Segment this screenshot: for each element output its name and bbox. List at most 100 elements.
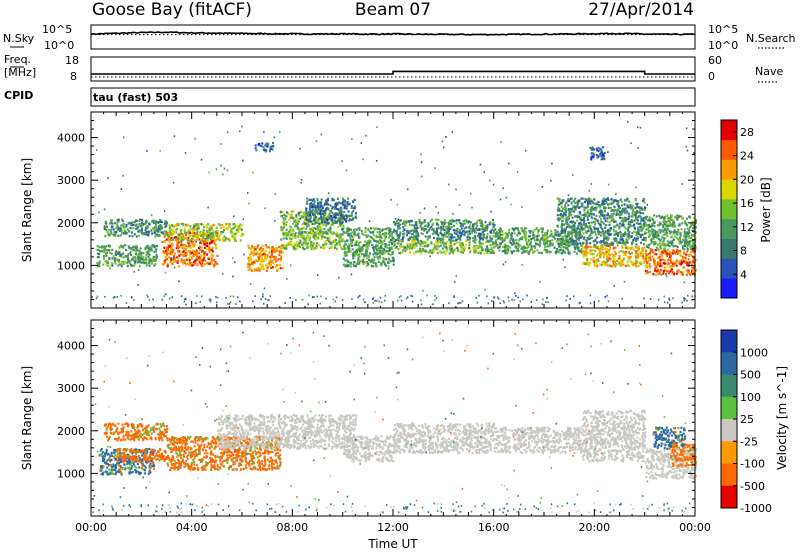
heat-cell xyxy=(181,253,184,257)
heat-cell xyxy=(281,227,284,230)
heat-cell xyxy=(222,226,225,229)
heat-cell xyxy=(570,214,572,217)
heat-cell xyxy=(314,206,317,209)
heat-cell xyxy=(335,231,338,234)
heat-cell xyxy=(322,213,324,216)
heat-cell xyxy=(148,249,151,253)
heat-cell xyxy=(148,264,151,267)
heat-cell xyxy=(258,257,260,260)
heat-cell xyxy=(578,206,581,209)
heat-cell xyxy=(666,265,669,268)
heat-cell xyxy=(329,228,332,231)
heat-cell xyxy=(335,207,338,210)
heat-cell xyxy=(207,223,210,226)
heat-cell xyxy=(462,243,465,246)
nave-label: Nave xyxy=(755,65,783,78)
heat-cell xyxy=(624,220,627,223)
heat-cell xyxy=(276,269,279,272)
heat-cell xyxy=(172,260,175,263)
beam-title: Beam 07 xyxy=(355,0,431,20)
heat-cell xyxy=(596,253,599,256)
heat-cell xyxy=(136,261,139,264)
heat-cell xyxy=(347,232,350,235)
heat-cell xyxy=(511,252,514,255)
heat-cell xyxy=(287,235,290,238)
heat-cell xyxy=(285,234,288,237)
heat-cell xyxy=(639,235,642,239)
heat-cell xyxy=(575,237,578,240)
heat-cell xyxy=(437,245,440,248)
heat-cell xyxy=(637,237,639,240)
heat-cell xyxy=(305,216,307,219)
heat-cell xyxy=(633,223,636,226)
heat-cell xyxy=(319,204,322,207)
heat-cell xyxy=(270,253,273,256)
heat-cell xyxy=(577,215,580,219)
heat-cell xyxy=(379,241,382,244)
heat-cell xyxy=(340,211,343,214)
heat-cell xyxy=(437,236,440,240)
heat-cell xyxy=(224,238,227,241)
heat-cell xyxy=(104,246,107,249)
heat-cell xyxy=(209,233,212,236)
heat-cell xyxy=(580,202,583,205)
heat-cell xyxy=(450,250,453,253)
heat-cell xyxy=(185,231,188,235)
heat-cell xyxy=(272,248,275,251)
heat-cell xyxy=(350,218,353,221)
heat-cell xyxy=(168,232,171,235)
heat-cell xyxy=(480,221,483,224)
heat-cell xyxy=(461,242,464,245)
heat-cell xyxy=(109,251,112,254)
heat-cell xyxy=(176,261,179,264)
heat-cell xyxy=(611,243,614,246)
heat-cell xyxy=(642,217,645,220)
heat-cell xyxy=(316,242,318,245)
cpid-panel: tau (fast) 503 xyxy=(90,87,696,107)
heat-cell xyxy=(356,253,359,256)
heat-cell xyxy=(103,248,106,251)
heat-cell xyxy=(313,223,316,226)
heat-cell xyxy=(324,231,327,234)
heat-cell xyxy=(306,214,309,217)
heat-cell xyxy=(171,253,174,256)
heat-cell xyxy=(359,241,362,244)
heat-cell xyxy=(588,214,591,217)
heat-cell xyxy=(671,271,674,274)
heat-cell xyxy=(622,251,625,254)
heat-cell xyxy=(562,207,565,210)
heat-cell xyxy=(198,246,200,250)
heat-cell xyxy=(622,217,625,220)
heat-cell xyxy=(544,245,547,248)
heat-cell xyxy=(620,213,623,216)
heat-cell xyxy=(444,233,447,236)
heat-cell xyxy=(339,224,342,227)
heat-cell xyxy=(415,234,418,237)
heat-cell xyxy=(356,250,358,253)
heat-cell xyxy=(118,263,121,266)
heat-cell xyxy=(272,262,275,265)
heat-cell xyxy=(552,235,555,238)
heat-cell xyxy=(287,241,290,245)
heat-cell xyxy=(194,253,197,256)
heat-cell xyxy=(573,246,576,249)
heat-cell xyxy=(561,238,564,241)
heat-cell xyxy=(661,255,663,258)
heat-cell xyxy=(626,261,629,264)
heat-cell xyxy=(195,249,198,252)
heat-cell xyxy=(322,243,325,247)
heat-cell xyxy=(308,219,311,222)
heat-cell xyxy=(555,233,557,237)
heat-cell xyxy=(168,241,171,244)
heat-cell xyxy=(339,236,341,239)
heat-cell xyxy=(116,228,119,231)
heat-cell xyxy=(558,208,561,211)
heat-cell xyxy=(402,226,405,229)
heat-cell xyxy=(317,219,320,222)
heat-cell xyxy=(576,203,579,206)
heat-cell xyxy=(683,260,685,263)
heat-cell xyxy=(105,252,107,255)
heat-cell xyxy=(195,234,198,237)
heat-cell xyxy=(352,252,355,255)
heat-cell xyxy=(589,261,592,265)
